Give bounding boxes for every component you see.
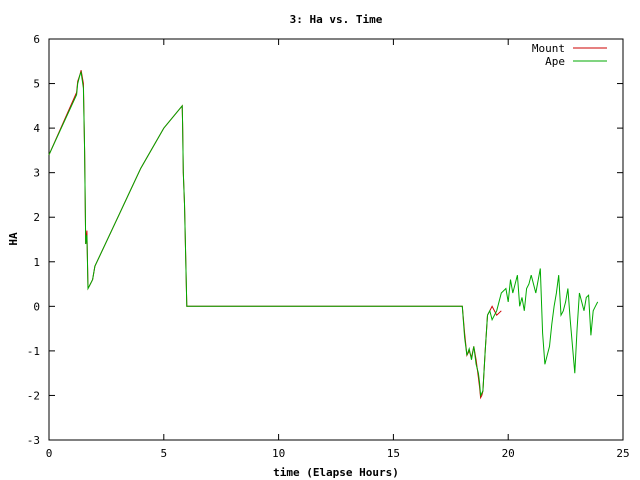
- x-axis-label: time (Elapse Hours): [273, 466, 399, 479]
- plot-frame: [48, 38, 624, 441]
- legend-label-mount: Mount: [532, 42, 565, 55]
- series-lines: [48, 70, 599, 400]
- y-tick-label: 1: [33, 256, 40, 269]
- chart-title: 3: Ha vs. Time: [290, 13, 383, 26]
- series-line-mount: [48, 70, 502, 400]
- y-tick-label: 0: [33, 300, 40, 313]
- y-tick-label: -3: [27, 434, 40, 447]
- legend-label-ape: Ape: [545, 55, 565, 68]
- y-axis-label: HA: [7, 232, 20, 246]
- series-line-ape: [48, 70, 599, 398]
- x-tick-label: 20: [502, 447, 515, 460]
- x-tick-label: 15: [387, 447, 400, 460]
- y-tick-label: 2: [33, 211, 40, 224]
- y-tick-label: 3: [33, 167, 40, 180]
- x-tick-label: 10: [272, 447, 285, 460]
- y-tick-label: 5: [33, 78, 40, 91]
- x-tick-label: 5: [160, 447, 167, 460]
- y-tick-label: 4: [33, 122, 40, 135]
- y-tick-label: -1: [27, 345, 40, 358]
- axis-ticks: 0 5 10 15 20 25 -3 -2 -1 0 1 2 3 4 5 6: [27, 33, 630, 460]
- y-tick-label: -2: [27, 389, 40, 402]
- y-tick-label: 6: [33, 33, 40, 46]
- x-tick-label: 25: [616, 447, 629, 460]
- x-tick-label: 0: [46, 447, 53, 460]
